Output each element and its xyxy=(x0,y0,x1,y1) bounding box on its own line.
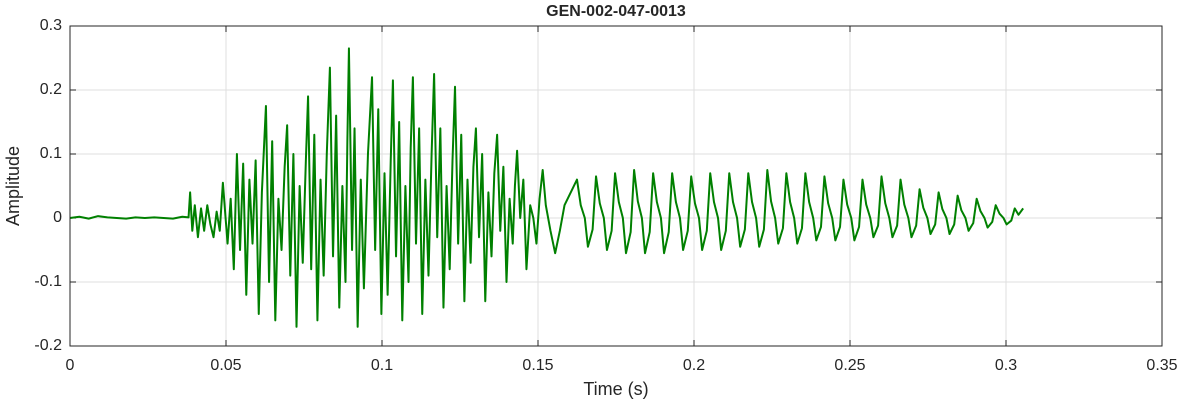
y-tick-label: 0.2 xyxy=(40,81,62,98)
x-tick-label: 0.1 xyxy=(371,357,393,374)
chart-title: GEN-002-047-0013 xyxy=(546,3,686,20)
x-axis-label: Time (s) xyxy=(583,379,648,399)
x-tick-label: 0.05 xyxy=(210,357,241,374)
y-axis-label: Amplitude xyxy=(3,146,23,226)
y-tick-label: -0.1 xyxy=(34,273,62,290)
x-tick-label: 0.25 xyxy=(834,357,865,374)
y-tick-label: -0.2 xyxy=(34,337,62,354)
x-tick-label: 0 xyxy=(66,357,75,374)
x-tick-label: 0.3 xyxy=(995,357,1017,374)
y-tick-label: 0.1 xyxy=(40,145,62,162)
axes-box xyxy=(69,25,1163,347)
waveform-line xyxy=(69,47,1024,328)
x-tick-label: 0.2 xyxy=(683,357,705,374)
x-tick-label: 0.35 xyxy=(1146,357,1177,374)
y-tick-label: 0 xyxy=(53,209,62,226)
x-tick-label: 0.15 xyxy=(522,357,553,374)
y-tick-label: 0.3 xyxy=(40,17,62,34)
